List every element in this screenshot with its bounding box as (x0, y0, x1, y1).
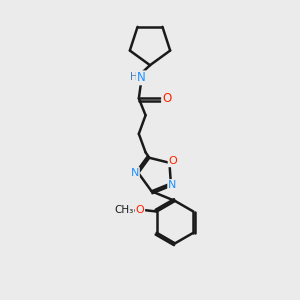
Text: N: N (137, 71, 146, 84)
Text: O: O (162, 92, 171, 105)
Text: CH₃: CH₃ (114, 205, 133, 215)
Text: O: O (136, 205, 144, 215)
Text: N: N (168, 180, 176, 190)
Text: O: O (169, 156, 177, 166)
Text: H: H (130, 72, 137, 82)
Text: N: N (130, 168, 139, 178)
